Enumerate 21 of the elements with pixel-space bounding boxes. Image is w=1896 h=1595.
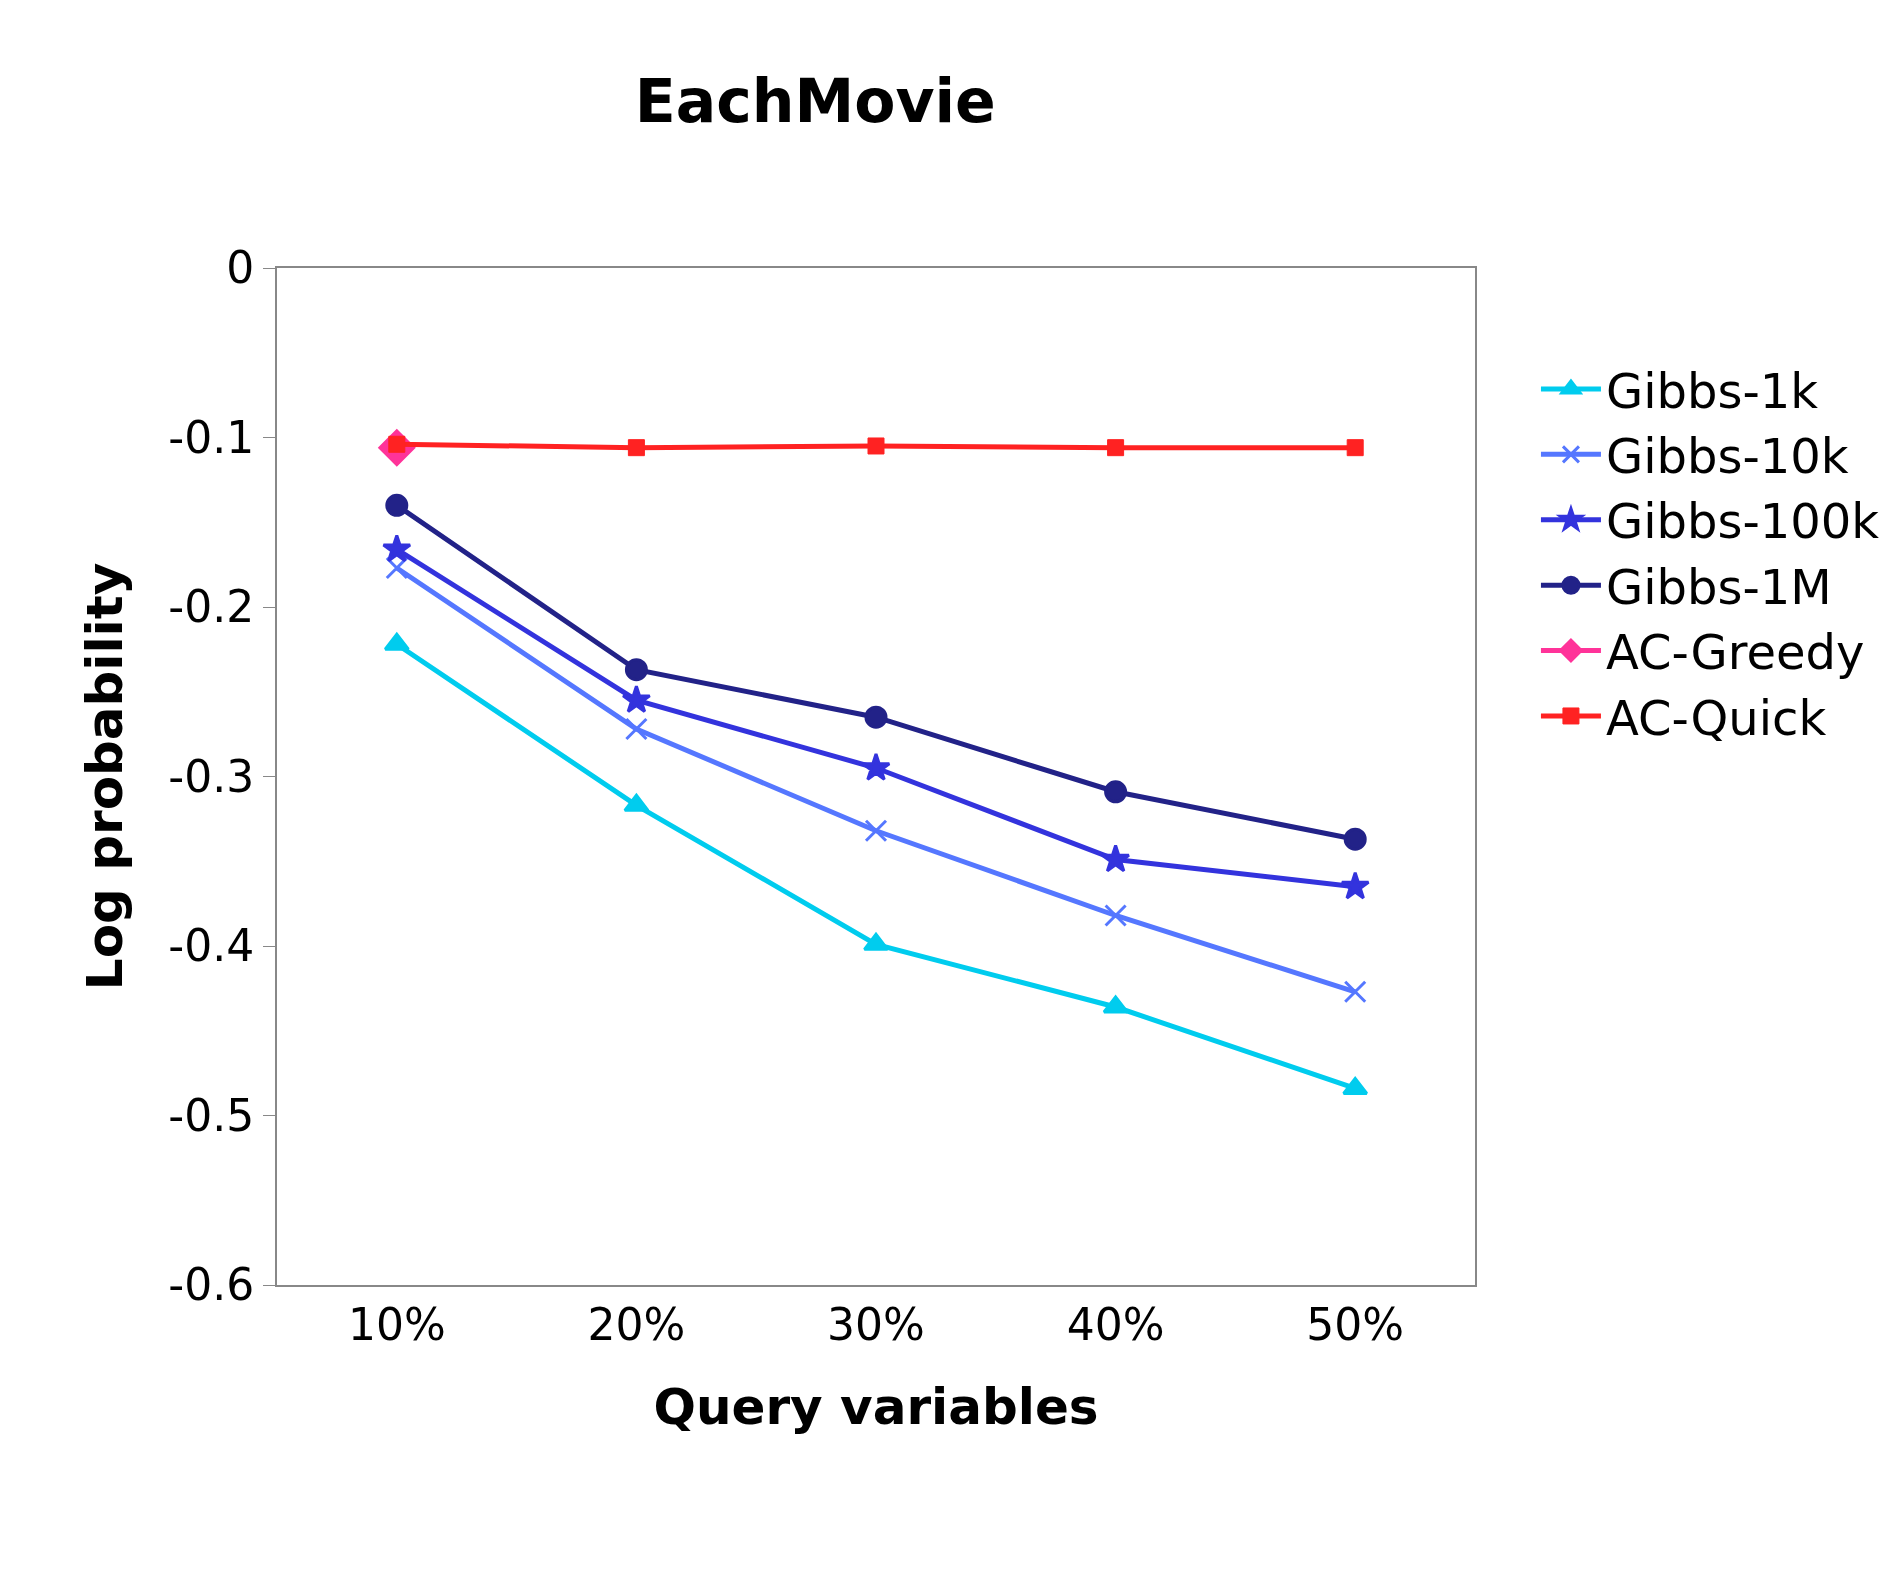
y-tick-label: -0.3: [168, 750, 255, 802]
y-tick-label: -0.2: [168, 581, 255, 633]
y-tick-label: -0.6: [168, 1259, 255, 1311]
legend-label: Gibbs-100k: [1605, 493, 1880, 550]
y-tick-label: 0: [226, 242, 255, 294]
x-tick-label: 30%: [827, 1298, 925, 1350]
legend-label: AC-Greedy: [1605, 624, 1865, 681]
y-tick-label: -0.5: [168, 1089, 255, 1141]
y-tick-label: -0.4: [168, 920, 255, 972]
x-tick-label: 50%: [1306, 1298, 1405, 1350]
x-axis-title: Query variables: [653, 1377, 1099, 1436]
y-axis-title: Log probability: [75, 562, 134, 991]
legend-label: Gibbs-1k: [1605, 362, 1819, 419]
legend-label: Gibbs-1M: [1605, 558, 1832, 615]
chart-title: EachMovie: [634, 65, 996, 136]
legend-label: Gibbs-10k: [1605, 428, 1849, 485]
x-tick-label: 10%: [347, 1298, 446, 1350]
x-tick-label: 40%: [1066, 1298, 1165, 1350]
y-tick-label: -0.1: [168, 411, 255, 463]
x-tick-label: 20%: [587, 1298, 686, 1350]
legend-label: AC-Quick: [1605, 689, 1827, 746]
